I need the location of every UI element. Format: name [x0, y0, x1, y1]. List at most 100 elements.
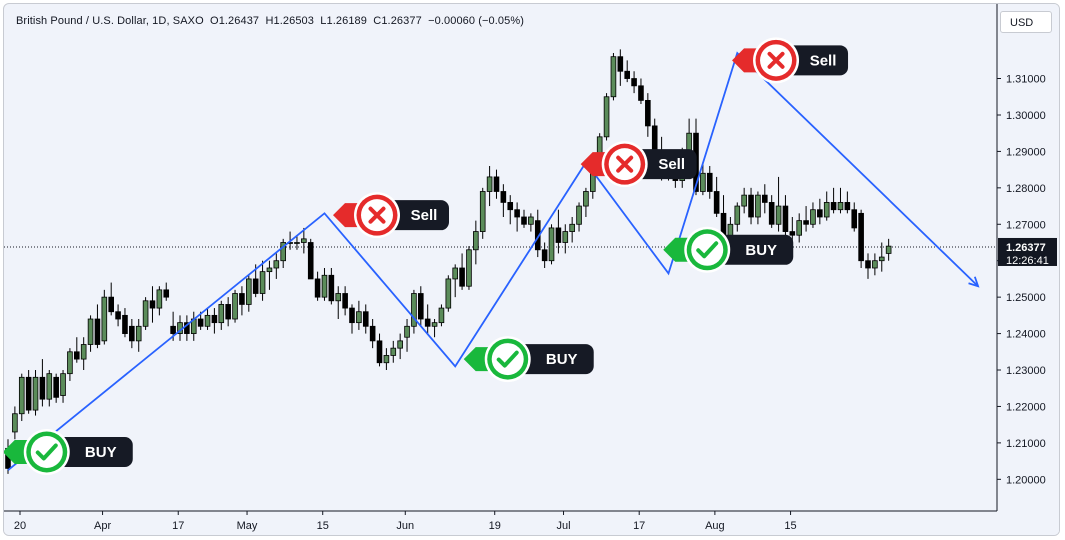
last-price-tag-bg — [998, 237, 1057, 266]
candle — [122, 308, 128, 338]
candle — [817, 198, 823, 225]
candle — [390, 340, 397, 363]
candle-body-down — [748, 194, 754, 218]
candle — [452, 264, 458, 298]
candle-body-up — [700, 172, 706, 192]
sell-signal: Sell — [732, 37, 849, 84]
candle — [645, 93, 651, 137]
time-tick-label: 17 — [172, 520, 184, 532]
candle-body-up — [562, 231, 569, 243]
candle — [830, 187, 837, 214]
candle-body-down — [631, 78, 637, 87]
candle — [479, 187, 486, 239]
candle-body-down — [782, 205, 789, 232]
candle-body-down — [768, 202, 775, 225]
symbol-header: British Pound / U.S. Dollar, 1D, SAXO O1… — [16, 15, 524, 27]
candle-body-down — [74, 351, 80, 360]
candle-body-up — [431, 322, 438, 327]
zigzag — [7, 51, 980, 471]
time-tick-label: Apr — [94, 520, 111, 532]
candle-body-up — [755, 194, 761, 218]
candle-body-up — [156, 289, 163, 309]
candle-body-up — [12, 413, 18, 433]
candle — [473, 220, 479, 265]
checkmark-icon — [696, 241, 719, 259]
candle-body-up — [796, 220, 802, 236]
price-tick-label: 1.28000 — [1006, 183, 1046, 195]
candle — [232, 289, 238, 323]
candle — [108, 282, 115, 316]
candle — [617, 49, 624, 86]
candle-body-up — [445, 278, 452, 309]
candle-body-up — [390, 347, 397, 356]
candle — [245, 275, 252, 312]
candle — [266, 260, 273, 290]
candle-body-up — [46, 373, 53, 400]
signal-badge-inner — [30, 435, 63, 468]
candle-body-up — [823, 202, 830, 218]
open-label: O — [210, 15, 219, 27]
signal-label: Sell — [411, 207, 438, 224]
last-price-value: 1.26377 — [1006, 242, 1046, 254]
currency-button[interactable]: USD — [1000, 11, 1052, 33]
candle-body-up — [383, 355, 390, 364]
candle-body-up — [294, 242, 300, 244]
candle-body-up — [80, 344, 87, 360]
candle — [782, 195, 789, 236]
candle-body-up — [273, 260, 280, 269]
zigzag-arrowhead — [968, 276, 980, 288]
candle-body-down — [459, 267, 465, 287]
signal-label-bg — [515, 344, 594, 375]
candle-body-down — [645, 100, 651, 127]
zigzag-line — [7, 51, 979, 471]
candle-body-up — [775, 205, 782, 225]
candle-body-up — [837, 202, 844, 211]
candle-body-up — [741, 194, 747, 207]
candle — [569, 216, 575, 243]
candle — [149, 286, 156, 323]
candle — [445, 275, 452, 312]
candle-body-down — [500, 191, 507, 203]
candle — [273, 253, 280, 279]
candle-body-up — [885, 245, 892, 254]
candle-body-up — [280, 242, 286, 262]
candle — [115, 304, 121, 327]
close-value: 1.26377 — [381, 15, 422, 27]
candle-body-down — [858, 212, 864, 262]
candle-body-up — [335, 293, 342, 302]
candle-body-down — [163, 289, 170, 298]
candle-body-down — [713, 191, 720, 214]
candle-body-up — [101, 296, 108, 342]
candle-body-up — [473, 231, 479, 251]
candle — [755, 191, 761, 225]
candle — [32, 370, 39, 416]
candle — [342, 286, 348, 316]
time-axis-bg — [4, 511, 1059, 535]
time-tick-label: 20 — [14, 520, 26, 532]
candle-body-up — [87, 318, 94, 345]
candle-body-up — [810, 209, 816, 225]
time-tick-label: 19 — [489, 520, 501, 532]
candle-body-down — [314, 278, 321, 298]
candle — [129, 319, 135, 349]
checkmark-icon — [35, 443, 58, 461]
candle-body-down — [844, 202, 851, 211]
candle — [514, 202, 520, 232]
high-value: 1.26503 — [273, 15, 314, 27]
candle — [397, 333, 403, 360]
candle-body-down — [122, 314, 128, 334]
candle-body-up — [734, 205, 741, 225]
candle — [53, 373, 59, 403]
candle — [25, 370, 32, 414]
candle — [12, 406, 18, 440]
time-tick-label: Aug — [705, 520, 725, 532]
candle-body-down — [803, 220, 809, 225]
signal-label-bg — [715, 234, 794, 265]
candle-body-up — [528, 216, 534, 225]
candle-body-down — [417, 293, 424, 320]
candle-body-up — [356, 311, 362, 324]
candle-body-down — [197, 318, 204, 327]
candle — [583, 187, 589, 217]
candle-body-up — [486, 176, 493, 192]
